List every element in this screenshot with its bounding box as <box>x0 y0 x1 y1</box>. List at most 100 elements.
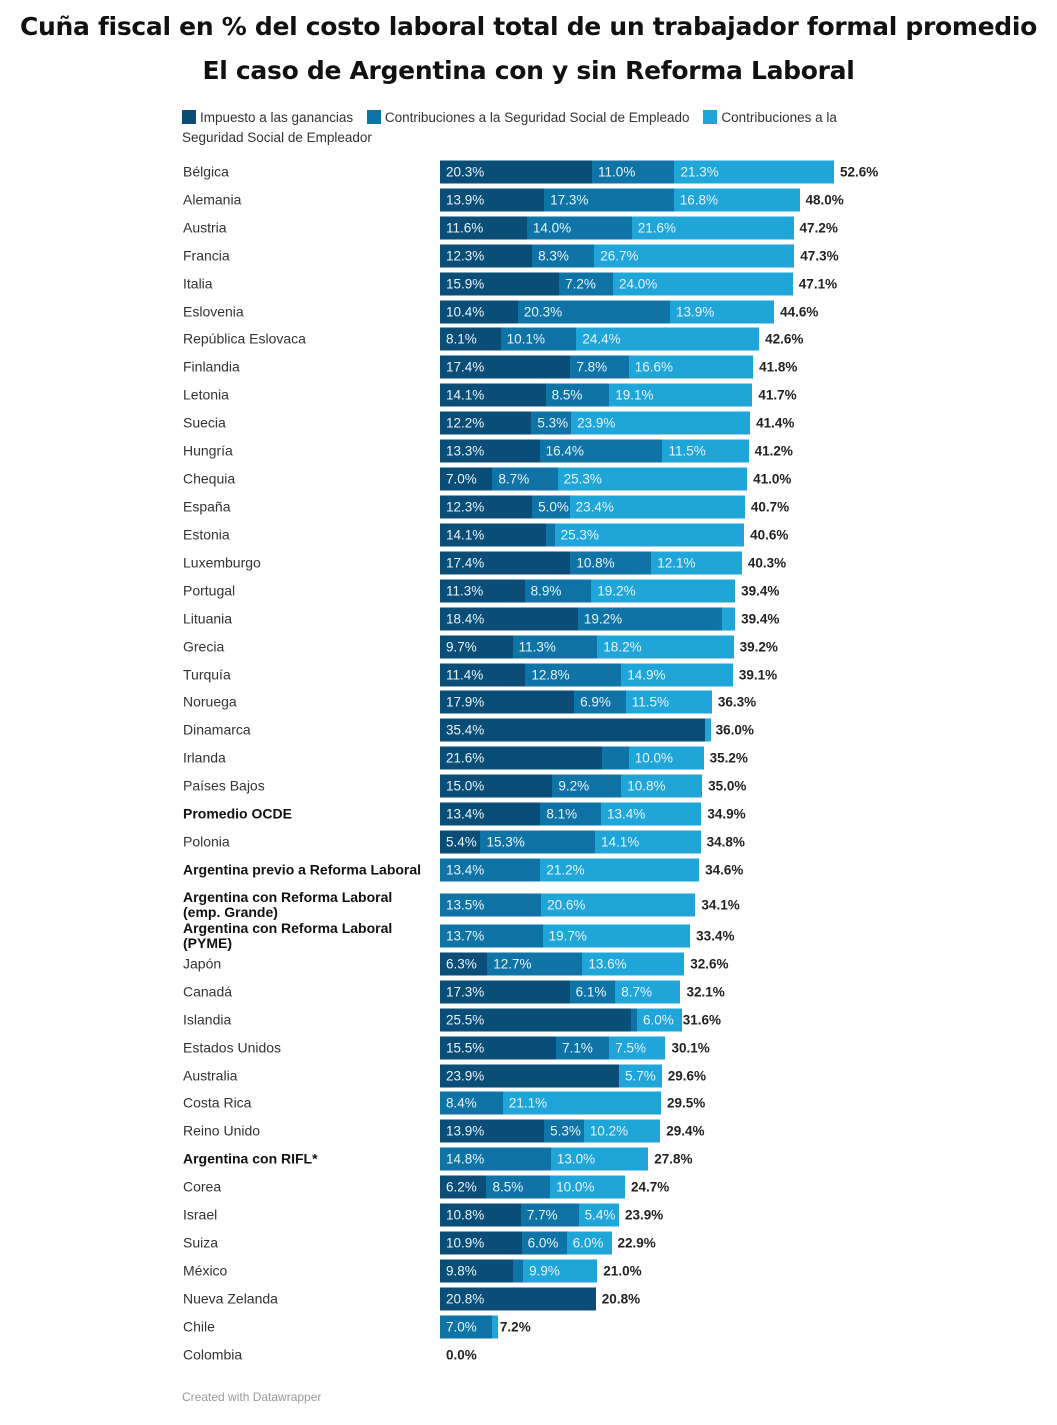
bar-segment: 20.6% <box>541 893 696 917</box>
bar-segment: 9.2% <box>552 774 622 798</box>
bar-segment <box>721 607 736 631</box>
stacked-bar: 11.3% 8.9% 19.2% <box>440 579 736 603</box>
bar-segment: 13.3% <box>440 439 540 463</box>
bar-segment: 20.8% <box>440 1287 596 1311</box>
bar-row: Colombia 0.0% <box>0 1341 1057 1369</box>
bar-segment: 7.5% <box>609 1036 666 1060</box>
stacked-bar: 18.4% 19.2% <box>440 607 736 631</box>
bar-segment: 19.1% <box>609 383 753 407</box>
stacked-bar: 20.3% 11.0% 21.3% <box>440 160 834 184</box>
bar-segment: 21.2% <box>540 858 700 882</box>
bar-segment: 17.3% <box>544 188 674 212</box>
bar-segment: 25.3% <box>554 523 745 547</box>
bar-segment: 24.0% <box>613 272 793 296</box>
bar-segment: 13.4% <box>440 858 541 882</box>
bar-segment: 13.6% <box>582 952 685 976</box>
bar-row: Promedio OCDE 13.4% 8.1% 13.4% 34.9% <box>0 800 1057 828</box>
bar-segment: 17.3% <box>440 980 570 1004</box>
bar-segment: 8.1% <box>440 327 501 351</box>
row-label: Argentina con RIFL* <box>183 1150 318 1167</box>
stacked-bar: 10.8% 7.7% 5.4% <box>440 1203 619 1227</box>
row-label: Suiza <box>183 1234 219 1251</box>
bar-segment: 10.4% <box>440 300 518 324</box>
row-label: Estonia <box>183 526 230 543</box>
bar-segment: 19.2% <box>591 579 736 603</box>
total-label: 40.3% <box>747 555 787 571</box>
bar-row: Reino Unido 13.9% 5.3% 10.2% 29.4% <box>0 1117 1057 1145</box>
bar-segment: 23.9% <box>571 411 751 435</box>
row-label: Austria <box>183 219 227 236</box>
total-label: 21.0% <box>603 1263 642 1279</box>
bar-row: Noruega 17.9% 6.9% 11.5% 36.3% <box>0 689 1057 717</box>
bar-segment: 23.4% <box>569 495 745 519</box>
stacked-bar: 10.9% 6.0% 6.0% <box>440 1231 612 1255</box>
total-label: 34.1% <box>701 897 740 913</box>
row-label: Israel <box>183 1206 218 1223</box>
total-label: 32.1% <box>686 984 725 1000</box>
bar-segment: 21.1% <box>502 1091 661 1115</box>
bar-row: Portugal 11.3% 8.9% 19.2% 39.4% <box>0 577 1057 605</box>
bar-segment <box>601 746 629 770</box>
bar-segment: 6.0% <box>566 1231 612 1255</box>
total-label: 30.1% <box>671 1040 710 1056</box>
bar-row: Nueva Zelanda 20.8% 20.8% <box>0 1285 1057 1313</box>
bar-segment: 11.5% <box>662 439 749 463</box>
bar-segment: 14.1% <box>595 830 701 854</box>
bar-row: España 12.3% 5.0% 23.4% 40.7% <box>0 493 1057 521</box>
bar-segment: 12.2% <box>440 411 532 435</box>
row-label: República Eslovaca <box>183 330 306 347</box>
total-label: 41.2% <box>754 443 793 459</box>
total-label: 34.9% <box>707 806 746 822</box>
bar-row: Estonia 14.1% 25.3% 40.6% <box>0 521 1057 549</box>
bar-segment: 13.4% <box>601 802 702 826</box>
row-label: Colombia <box>183 1346 243 1363</box>
legend-swatch <box>366 110 381 124</box>
bar-segment: 9.9% <box>523 1259 598 1283</box>
total-label: 7.2% <box>499 1319 531 1335</box>
bar-segment: 5.0% <box>532 495 570 519</box>
bar-segment: 6.0% <box>521 1231 567 1255</box>
total-label: 40.6% <box>750 527 789 543</box>
legend-label: Contribuciones a la Seguridad Social de … <box>384 110 690 125</box>
stacked-bar: 8.4% 21.1% <box>440 1091 661 1115</box>
bar-segment: 19.7% <box>542 924 691 948</box>
stacked-bar: 14.1% 8.5% 19.1% <box>440 383 753 407</box>
bar-segment: 7.8% <box>570 355 629 379</box>
bar-row: Islandia 25.5% 6.0% 31.6% <box>0 1006 1057 1034</box>
row-label: Costa Rica <box>183 1094 252 1111</box>
bar-segment: 21.6% <box>440 746 602 770</box>
bar-segment: 10.0% <box>628 746 704 770</box>
stacked-bar: 9.8% 9.9% <box>440 1259 598 1283</box>
stacked-bar: 21.6% 10.0% <box>440 746 704 770</box>
bar-chart: Bélgica 20.3% 11.0% 21.3% 52.6% Alemania 13.9%… <box>0 158 1057 1369</box>
bar-row: Australia 23.9% 5.7% 29.6% <box>0 1062 1057 1090</box>
row-label: Bélgica <box>183 163 229 180</box>
bar-segment: 12.8% <box>525 663 622 687</box>
row-label: Suecia <box>183 414 226 431</box>
bar-segment: 35.4% <box>440 718 706 742</box>
bar-segment: 12.1% <box>651 551 742 575</box>
stacked-bar: 13.9% 5.3% 10.2% <box>440 1119 661 1143</box>
bar-segment: 7.0% <box>440 467 493 491</box>
total-label: 41.8% <box>759 359 798 375</box>
row-label: Luxemburgo <box>183 554 261 571</box>
bar-segment: 11.5% <box>625 690 712 714</box>
row-label: Promedio OCDE <box>183 805 292 822</box>
bar-segment: 6.2% <box>440 1175 487 1199</box>
stacked-bar: 35.4% <box>440 718 712 742</box>
total-label: 29.5% <box>666 1095 706 1111</box>
bar-segment: 12.3% <box>440 495 533 519</box>
stacked-bar: 13.4% 8.1% 13.4% <box>440 802 702 826</box>
row-label: Chile <box>183 1318 215 1335</box>
bar-row: Francia 12.3% 8.3% 26.7% 47.3% <box>0 242 1057 270</box>
bar-segment: 14.1% <box>440 383 546 407</box>
legend-swatch <box>182 110 196 124</box>
row-label: Francia <box>183 247 230 264</box>
bar-segment: 14.9% <box>621 663 733 687</box>
bar-segment: 20.3% <box>517 300 670 324</box>
bar-row: Japón 6.3% 12.7% 13.6% 32.6% <box>0 950 1057 978</box>
total-label: 27.8% <box>654 1151 693 1167</box>
stacked-bar: 15.0% 9.2% 10.8% <box>440 774 703 798</box>
bar-segment: 8.5% <box>545 383 610 407</box>
bar-segment: 11.6% <box>440 216 527 240</box>
